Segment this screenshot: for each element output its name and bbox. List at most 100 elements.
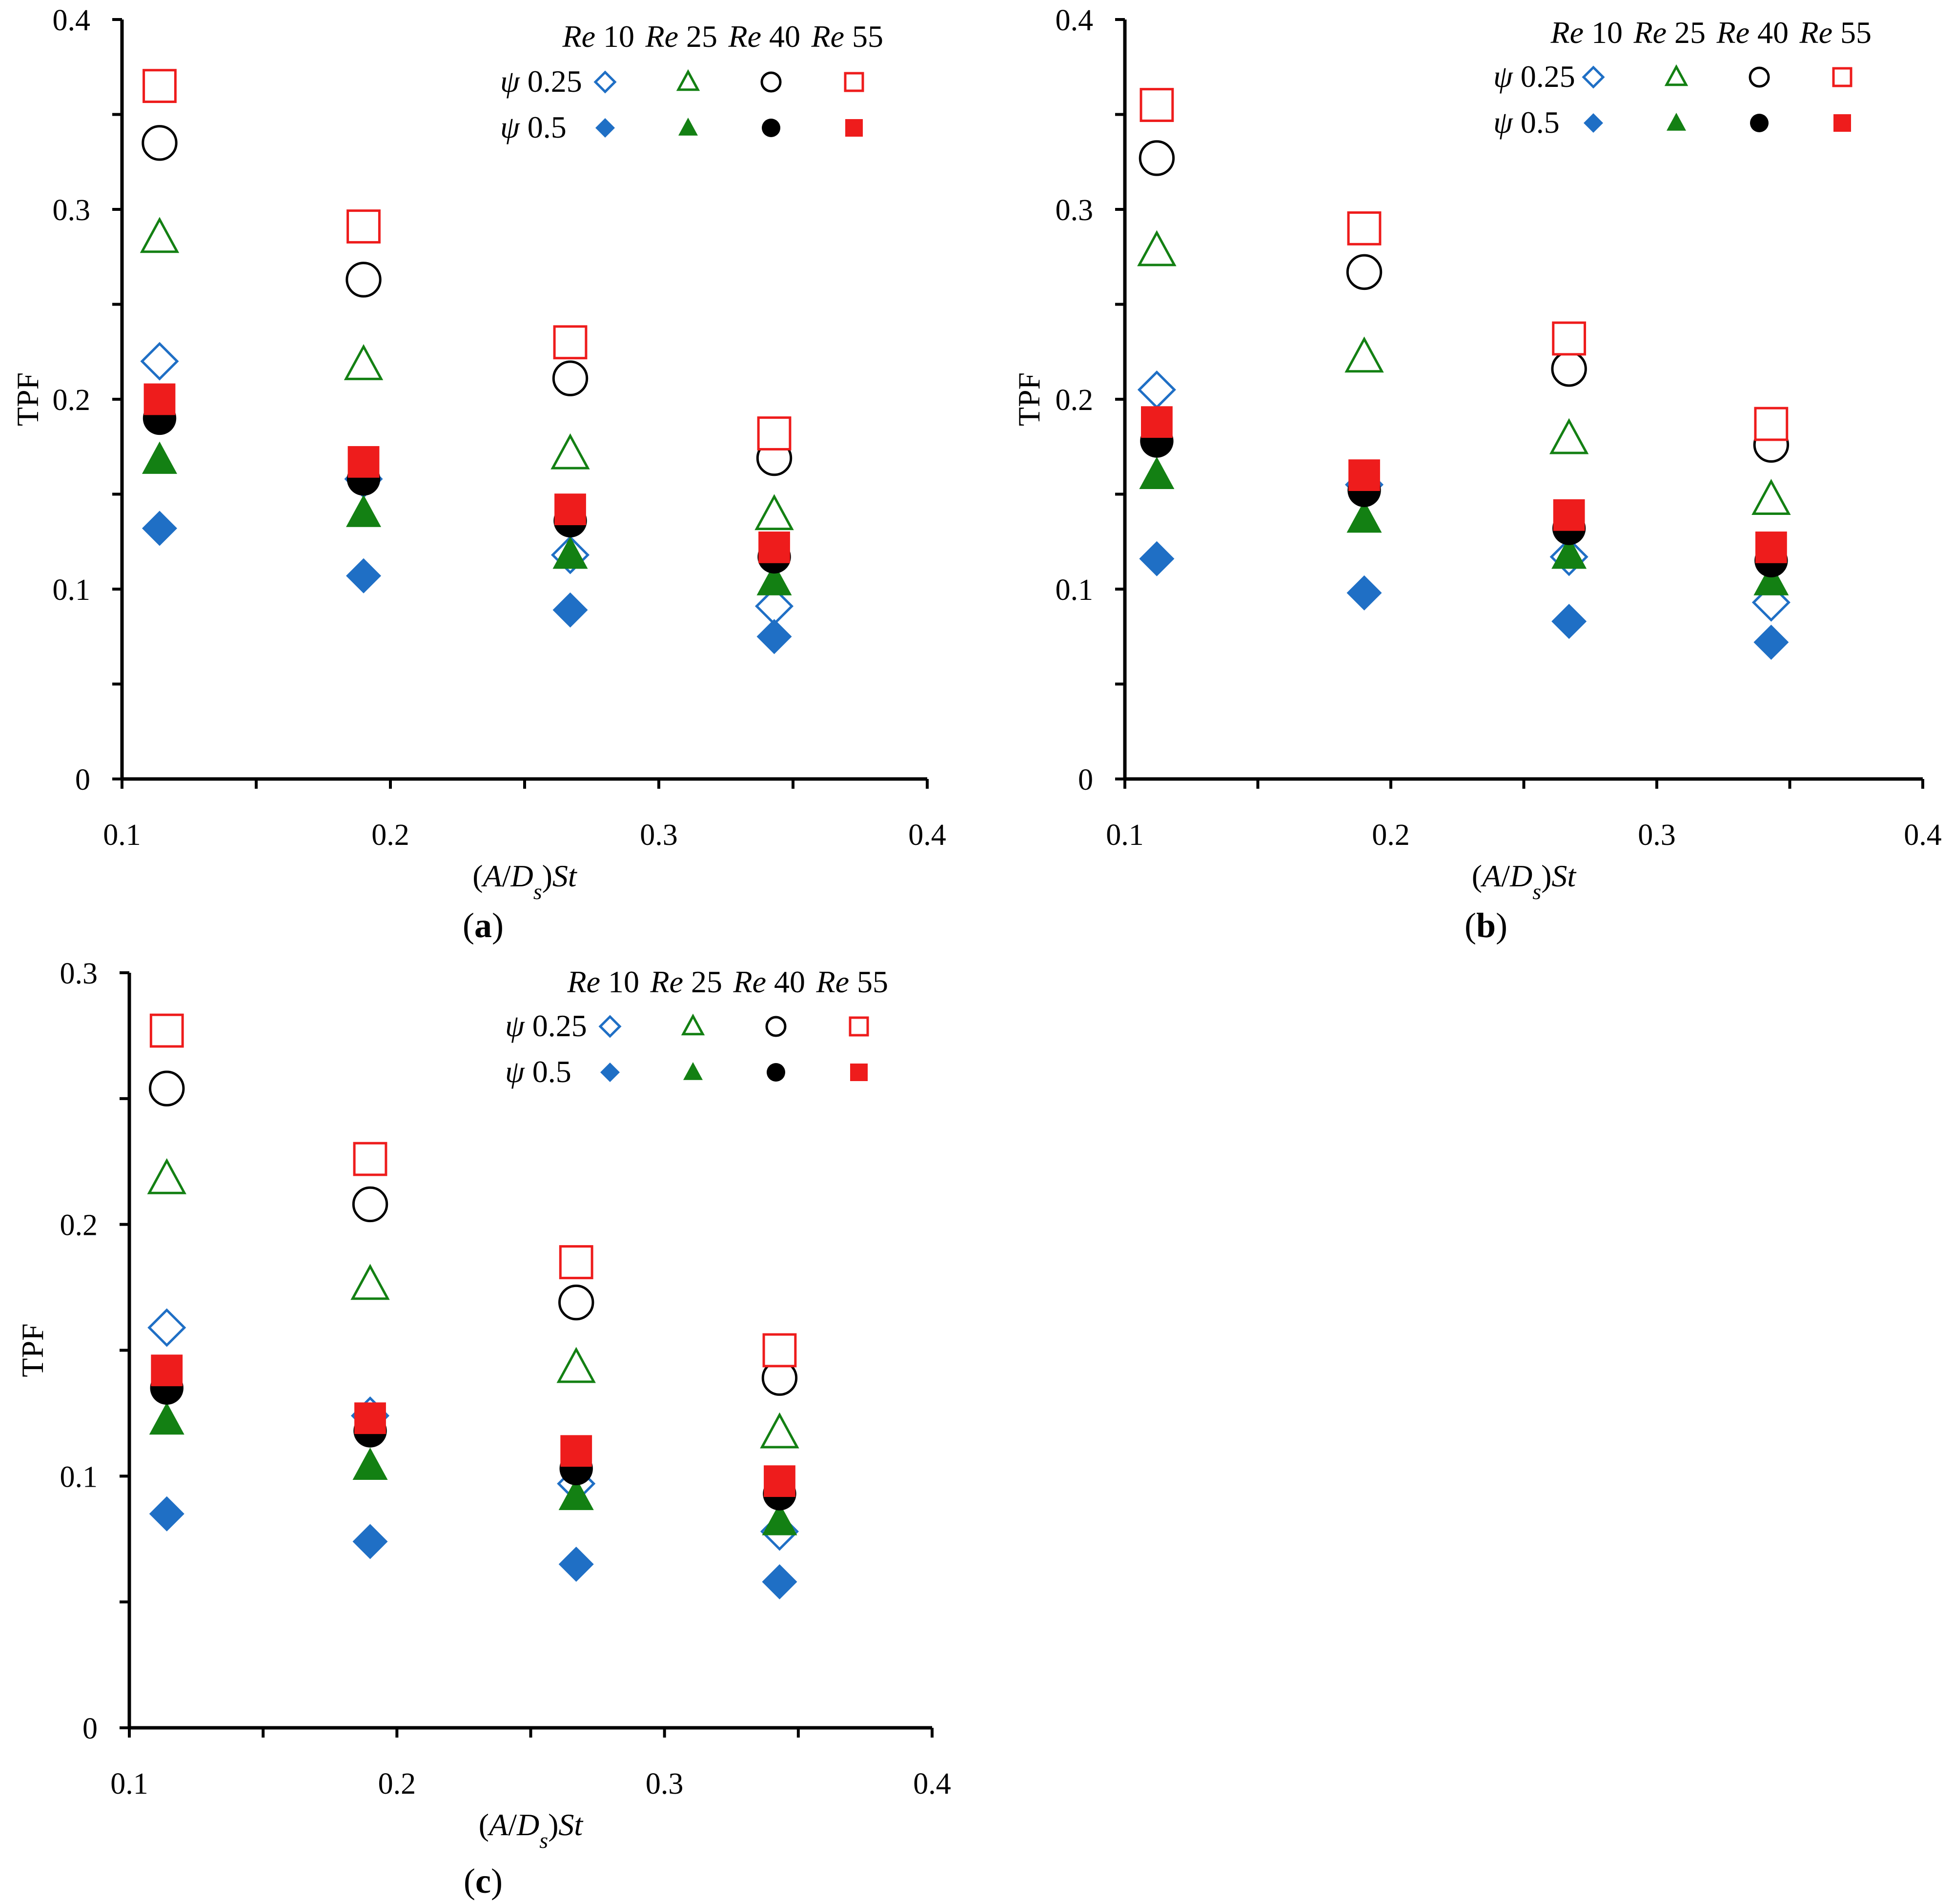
point-re40-psi0.25-circle [346, 262, 382, 298]
point-re10-psi0.5-diamond [1139, 541, 1175, 576]
point-re25-psi0.5-triangle [1753, 563, 1789, 595]
point-re55-psi0.5-square [758, 532, 790, 563]
point-re55-psi0.5-square [151, 1354, 183, 1387]
point-re25-psi0.25-triangle [1137, 230, 1177, 266]
legend-marker [676, 69, 700, 91]
legend-marker [595, 118, 615, 138]
legend-marker [1667, 113, 1686, 131]
point-re55-psi0.5-square [1553, 499, 1585, 531]
y-tick-label: 0.2 [60, 1209, 98, 1242]
legend-marker [765, 1016, 787, 1037]
point-re10-psi0.5-diamond [1753, 624, 1789, 660]
legend-psi-0.5: ψ 0.5 [1493, 105, 1560, 140]
legend-re-55: Re 55 [1799, 15, 1872, 50]
chart-panel-b: 0.1 0.2 0.3 0.4 0 0.1 0.2 0.3 0.4 (A/Ds)St TPF (b) R… [1012, 4, 1942, 945]
y-tick-label: 0.4 [53, 4, 91, 37]
point-re10-psi0.25-diamond [140, 342, 179, 381]
legend-marker [850, 1064, 868, 1081]
point-re10-psi0.5-diamond [558, 1546, 594, 1582]
point-re10-psi0.25-diamond [1137, 370, 1176, 409]
x-tick-label: 0.2 [378, 1767, 416, 1801]
point-re55-psi0.25-square [762, 1333, 797, 1368]
y-tick-label: 0 [1078, 763, 1093, 797]
x-tick-label: 0.1 [1106, 819, 1144, 852]
y-axis-label: TPF [1012, 372, 1046, 426]
point-re10-psi0.5-diamond [1551, 604, 1587, 639]
y-axis-label: TPF [10, 372, 45, 426]
point-re25-psi0.5-triangle [1551, 536, 1587, 569]
point-re55-psi0.5-square [560, 1435, 592, 1467]
legend-marker [760, 71, 782, 93]
legend-re-55: Re 55 [816, 964, 889, 999]
legend-marker [678, 118, 698, 136]
legend-marker [1664, 64, 1689, 86]
legend-marker [598, 1015, 622, 1038]
point-re40-psi0.25-circle [352, 1186, 388, 1223]
point-re25-psi0.25-triangle [754, 494, 794, 531]
legend-marker [1582, 65, 1605, 89]
point-re55-psi0.5-square [1141, 406, 1173, 438]
point-re40-psi0.25-circle [1551, 351, 1587, 387]
x-axis-label: (A/Ds)St [479, 1807, 584, 1853]
point-re10-psi0.5-diamond [142, 511, 177, 546]
point-re25-psi0.5-triangle [552, 536, 588, 569]
point-re25-psi0.5-triangle [1139, 456, 1175, 489]
legend-marker [1584, 113, 1603, 133]
legend-re-10: Re 10 [567, 964, 640, 999]
chart-panel-a: 0.1 0.2 0.3 0.4 0 0.1 0.2 0.3 0.4 (A/Ds)St TPF (a) R… [10, 4, 946, 945]
point-re55-psi0.5-square [1348, 459, 1380, 491]
point-re25-psi0.25-triangle [140, 217, 180, 253]
point-re25-psi0.25-triangle [147, 1158, 186, 1194]
legend-marker [844, 72, 864, 92]
point-re55-psi0.5-square [143, 383, 176, 415]
y-tick-label: 0 [75, 763, 90, 797]
legend: Re 10 Re 25 Re 40 Re 55 ψ 0.25 ψ 0.5 [1493, 15, 1872, 140]
chart-panel-c: 0.1 0.2 0.3 0.4 0 0.1 0.2 0.3 (A/Ds)St TPF (c) Re 1… [15, 957, 951, 1901]
x-tick-label: 0.2 [1372, 819, 1410, 852]
legend-re-40: Re 40 [733, 964, 806, 999]
legend-marker [762, 119, 780, 137]
y-tick-label: 0.3 [1056, 194, 1094, 227]
point-re55-psi0.25-square [553, 325, 588, 360]
x-tick-label: 0.4 [913, 1767, 951, 1801]
point-re25-psi0.25-triangle [556, 1347, 596, 1383]
data-points [1137, 88, 1791, 660]
legend-marker [593, 70, 617, 94]
y-tick-label: 0 [82, 1712, 98, 1745]
legend-psi-0.5: ψ 0.5 [500, 110, 567, 144]
y-tick-label: 0.1 [60, 1460, 98, 1494]
point-re40-psi0.25-circle [558, 1284, 594, 1321]
legend-re-40: Re 40 [1716, 15, 1789, 50]
legend-psi-0.25: ψ 0.25 [505, 1008, 587, 1043]
x-tick-label: 0.3 [640, 819, 678, 852]
point-re10-psi0.5-diamond [1346, 575, 1382, 611]
legend-re-25: Re 25 [650, 964, 723, 999]
point-re10-psi0.5-diamond [552, 592, 588, 628]
point-re25-psi0.5-triangle [142, 441, 177, 474]
point-re25-psi0.25-triangle [550, 433, 590, 470]
point-re55-psi0.5-square [1755, 532, 1787, 563]
point-re55-psi0.25-square [1140, 88, 1174, 122]
legend-marker [845, 119, 863, 137]
point-re40-psi0.25-circle [149, 1070, 185, 1106]
data-points [147, 1013, 799, 1599]
point-re25-psi0.5-triangle [346, 494, 381, 527]
y-tick-label: 0.4 [1056, 4, 1094, 37]
point-re55-psi0.25-square [1347, 211, 1382, 246]
point-re40-psi0.25-circle [142, 125, 178, 161]
point-re55-psi0.5-square [354, 1402, 386, 1434]
legend-marker [1750, 114, 1769, 132]
legend-marker [600, 1063, 620, 1082]
legend: Re 10 Re 25 Re 40 Re 55 ψ 0.25 ψ 0.5 [505, 964, 888, 1089]
point-re25-psi0.5-triangle [558, 1477, 594, 1510]
panel-label: (c) [464, 1862, 503, 1901]
y-axis-label: TPF [15, 1323, 50, 1377]
y-tick-label: 0.3 [60, 957, 98, 990]
legend-marker [683, 1062, 703, 1080]
point-re55-psi0.25-square [1552, 321, 1587, 356]
x-tick-label: 0.3 [646, 1767, 684, 1801]
legend-psi-0.25: ψ 0.25 [500, 64, 582, 99]
legend: Re 10 Re 25 Re 40 Re 55 ψ 0.25 ψ 0.5 [500, 19, 883, 144]
point-re55-psi0.5-square [347, 446, 380, 478]
legend-re-55: Re 55 [811, 19, 884, 54]
